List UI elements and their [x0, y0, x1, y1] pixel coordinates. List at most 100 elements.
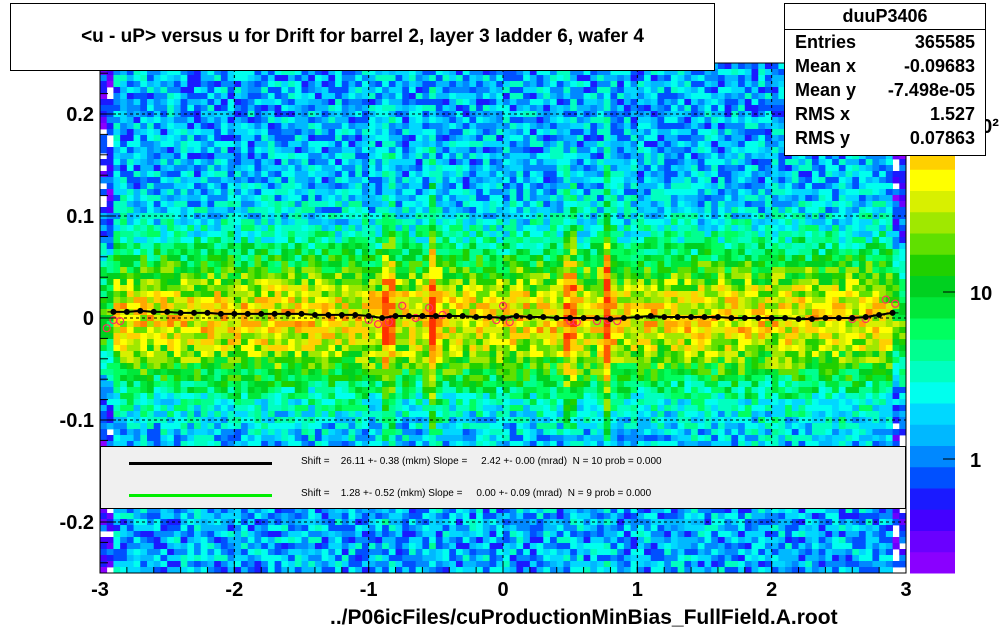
heatmap-cell	[321, 285, 329, 292]
heatmap-cell	[126, 219, 134, 226]
heatmap-cell	[415, 369, 423, 376]
heatmap-cell	[194, 177, 202, 184]
heatmap-cell	[147, 153, 155, 160]
heatmap-cell	[375, 177, 383, 184]
heatmap-cell	[335, 189, 343, 196]
heatmap-cell	[402, 435, 410, 442]
heatmap-cell	[469, 327, 477, 334]
heatmap-cell	[247, 147, 255, 154]
heatmap-cell	[395, 153, 403, 160]
heatmap-cell	[261, 171, 269, 178]
heatmap-cell	[361, 135, 370, 142]
heatmap-cell	[234, 75, 242, 82]
heatmap-cell	[469, 231, 477, 238]
heatmap-cell	[314, 135, 323, 142]
heatmap-cell	[194, 171, 202, 178]
heatmap-cell	[294, 165, 302, 172]
heatmap-cell	[395, 525, 403, 532]
heatmap-cell	[489, 81, 497, 88]
heatmap-cell	[234, 159, 242, 166]
heatmap-cell	[314, 429, 323, 436]
heatmap-cell	[462, 561, 470, 568]
heatmap-cell	[227, 69, 235, 76]
heatmap-cell	[422, 93, 430, 100]
heatmap-cell	[160, 549, 168, 556]
heatmap-cell	[462, 525, 470, 532]
heatmap-cell	[455, 549, 464, 556]
heatmap-cell	[167, 279, 175, 286]
heatmap-cell	[314, 129, 323, 136]
heatmap-cell	[368, 525, 376, 532]
heatmap-cell	[382, 507, 390, 514]
heatmap-cell	[281, 111, 289, 118]
heatmap-cell	[220, 129, 229, 136]
heatmap-cell	[328, 423, 336, 430]
heatmap-cell	[288, 93, 296, 100]
heatmap-cell	[214, 363, 222, 370]
heatmap-cell	[274, 381, 282, 388]
heatmap-cell	[294, 237, 302, 244]
heatmap-cell	[160, 237, 168, 244]
heatmap-cell	[100, 507, 108, 514]
heatmap-cell	[335, 555, 343, 562]
heatmap-cell	[106, 549, 114, 556]
heatmap-cell	[294, 261, 302, 268]
heatmap-cell	[281, 351, 289, 358]
heatmap-cell	[288, 291, 296, 298]
heatmap-cell	[482, 387, 490, 394]
heatmap-cell	[167, 369, 175, 376]
heatmap-cell	[173, 81, 181, 88]
heatmap-cell	[180, 537, 188, 544]
heatmap-cell	[207, 561, 215, 568]
heatmap-cell	[382, 159, 390, 166]
heatmap-cell	[462, 537, 470, 544]
heatmap-cell	[261, 387, 269, 394]
heatmap-cell	[120, 531, 128, 538]
heatmap-cell	[288, 351, 296, 358]
heatmap-cell	[335, 249, 343, 256]
heatmap-cell	[187, 99, 195, 106]
heatmap-cell	[469, 405, 477, 412]
heatmap-cell	[314, 381, 323, 388]
heatmap-cell	[106, 153, 114, 160]
heatmap-cell	[234, 201, 242, 208]
heatmap-cell	[415, 309, 423, 316]
heatmap-cell	[321, 183, 329, 190]
heatmap-cell	[341, 267, 349, 274]
heatmap-cell	[308, 195, 316, 202]
heatmap-cell	[395, 543, 403, 550]
heatmap-cell	[281, 81, 289, 88]
heatmap-cell	[361, 357, 370, 364]
heatmap-cell	[133, 189, 141, 196]
heatmap-cell	[328, 255, 336, 262]
heatmap-cell	[489, 165, 497, 172]
heatmap-cell	[301, 255, 309, 262]
heatmap-cell	[254, 237, 262, 244]
heatmap-cell	[308, 273, 316, 280]
heatmap-cell	[126, 423, 134, 430]
heatmap-cell	[449, 351, 457, 358]
heatmap-cell	[382, 363, 390, 370]
heatmap-cell	[415, 225, 423, 232]
heatmap-cell	[234, 567, 242, 574]
heatmap-cell	[395, 141, 403, 148]
heatmap-cell	[435, 405, 443, 412]
heatmap-cell	[113, 351, 121, 358]
heatmap-cell	[361, 291, 370, 298]
heatmap-cell	[355, 201, 363, 208]
heatmap-cell	[314, 351, 323, 358]
heatmap-cell	[113, 147, 121, 154]
heatmap-cell	[462, 219, 470, 226]
heatmap-cell	[254, 279, 262, 286]
heatmap-cell	[261, 123, 269, 130]
heatmap-cell	[180, 93, 188, 100]
heatmap-cell	[368, 237, 376, 244]
heatmap-cell	[435, 183, 443, 190]
heatmap-cell	[476, 207, 484, 214]
heatmap-cell	[106, 525, 114, 532]
heatmap-cell	[288, 243, 296, 250]
heatmap-cell	[348, 441, 356, 448]
heatmap-cell	[173, 381, 181, 388]
heatmap-cell	[147, 423, 155, 430]
heatmap-cell	[140, 549, 148, 556]
